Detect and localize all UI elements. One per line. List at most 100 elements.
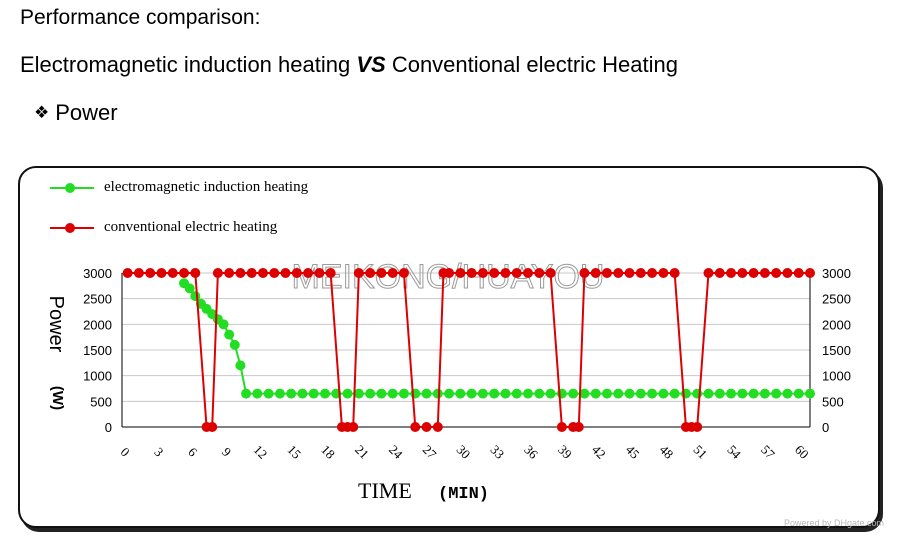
diamond-bullet-icon: ❖ — [34, 103, 50, 122]
legend-marker — [65, 223, 75, 233]
y-axis-title: Power — [45, 296, 67, 353]
y-tick-label-right: 2500 — [822, 292, 851, 307]
data-point-conventional-electric-heating — [145, 268, 156, 278]
data-point-conventional-electric-heating — [156, 268, 167, 278]
data-point-electromagnetic-induction-heating — [229, 339, 240, 350]
x-tick-label: 51 — [690, 442, 710, 462]
data-point-conventional-electric-heating — [489, 268, 500, 278]
data-point-conventional-electric-heating — [387, 268, 398, 278]
data-point-conventional-electric-heating — [365, 268, 376, 278]
subtitle-vs: VS — [356, 52, 386, 77]
x-tick-label: 24 — [386, 442, 406, 462]
data-point-electromagnetic-induction-heating — [274, 388, 285, 399]
data-point-electromagnetic-induction-heating — [444, 388, 455, 399]
x-tick-label: 27 — [420, 442, 440, 462]
data-point-conventional-electric-heating — [257, 268, 268, 278]
x-tick-label: 30 — [454, 442, 474, 462]
data-point-electromagnetic-induction-heating — [613, 388, 624, 399]
data-point-conventional-electric-heating — [167, 268, 178, 278]
y-tick-label-left: 1500 — [83, 343, 112, 358]
data-point-conventional-electric-heating — [534, 268, 545, 278]
data-point-electromagnetic-induction-heating — [432, 388, 443, 399]
page-title: Performance comparison: — [20, 6, 261, 29]
data-point-electromagnetic-induction-heating — [466, 388, 477, 399]
data-point-electromagnetic-induction-heating — [235, 360, 246, 371]
data-point-conventional-electric-heating — [647, 268, 658, 278]
data-point-electromagnetic-induction-heating — [624, 388, 635, 399]
data-point-conventional-electric-heating — [455, 268, 466, 278]
x-tick-label: 60 — [792, 442, 812, 462]
x-tick-label: 54 — [724, 442, 744, 462]
data-point-conventional-electric-heating — [303, 268, 314, 278]
data-point-electromagnetic-induction-heating — [771, 388, 782, 399]
y-tick-label-right: 1500 — [822, 343, 851, 358]
data-point-conventional-electric-heating — [291, 268, 302, 278]
x-tick-label: 57 — [758, 442, 778, 462]
data-point-conventional-electric-heating — [579, 268, 590, 278]
data-point-conventional-electric-heating — [432, 422, 443, 432]
comparison-subtitle: Electromagnetic induction heating VS Con… — [20, 52, 678, 78]
data-point-conventional-electric-heating — [444, 268, 455, 278]
data-point-conventional-electric-heating — [348, 422, 359, 432]
data-point-electromagnetic-induction-heating — [241, 388, 252, 399]
data-point-electromagnetic-induction-heating — [342, 388, 353, 399]
y-tick-label-left: 2500 — [83, 292, 112, 307]
x-tick-label: 45 — [623, 442, 643, 462]
data-point-electromagnetic-induction-heating — [782, 388, 793, 399]
series-line-electromagnetic-induction-heating — [183, 282, 810, 395]
data-point-electromagnetic-induction-heating — [500, 388, 511, 399]
data-point-electromagnetic-induction-heating — [511, 388, 522, 399]
legend-label: conventional electric heating — [104, 219, 278, 235]
section-label: ❖ Power — [34, 100, 118, 126]
subtitle-left: Electromagnetic induction heating — [20, 52, 351, 77]
data-point-conventional-electric-heating — [624, 268, 635, 278]
section-label-text: Power — [55, 100, 118, 125]
data-point-electromagnetic-induction-heating — [635, 388, 646, 399]
y-tick-label-right: 1000 — [822, 369, 851, 384]
data-point-electromagnetic-induction-heating — [601, 388, 612, 399]
data-point-conventional-electric-heating — [376, 268, 387, 278]
subtitle-right: Conventional electric Heating — [391, 52, 678, 77]
y-tick-label-right: 500 — [822, 394, 844, 409]
data-point-conventional-electric-heating — [590, 268, 601, 278]
x-tick-label: 6 — [185, 444, 201, 460]
x-axis-unit: (MIN) — [438, 485, 489, 504]
x-tick-label: 33 — [487, 442, 507, 462]
data-point-electromagnetic-induction-heating — [759, 388, 770, 399]
data-point-conventional-electric-heating — [771, 268, 782, 278]
data-point-electromagnetic-induction-heating — [398, 388, 409, 399]
y-tick-label-left: 1000 — [83, 369, 112, 384]
data-point-electromagnetic-induction-heating — [421, 388, 432, 399]
data-point-electromagnetic-induction-heating — [703, 388, 714, 399]
y-tick-label-left: 3000 — [83, 266, 112, 281]
data-point-conventional-electric-heating — [235, 268, 246, 278]
y-tick-label-right: 2000 — [822, 317, 851, 332]
data-point-conventional-electric-heating — [714, 268, 725, 278]
data-point-electromagnetic-induction-heating — [353, 388, 364, 399]
data-point-conventional-electric-heating — [314, 268, 325, 278]
data-point-conventional-electric-heating — [190, 268, 201, 278]
x-axis-title: TIME — [358, 478, 412, 503]
data-point-conventional-electric-heating — [523, 268, 534, 278]
data-point-electromagnetic-induction-heating — [579, 388, 590, 399]
x-tick-label: 48 — [657, 442, 677, 462]
data-point-conventional-electric-heating — [759, 268, 770, 278]
x-tick-label: 42 — [589, 442, 609, 462]
data-point-electromagnetic-induction-heating — [523, 388, 534, 399]
data-point-conventional-electric-heating — [805, 268, 815, 278]
data-point-conventional-electric-heating — [477, 268, 488, 278]
chart-frame — [18, 166, 880, 528]
data-point-electromagnetic-induction-heating — [726, 388, 737, 399]
data-point-electromagnetic-induction-heating — [568, 388, 579, 399]
data-point-conventional-electric-heating — [246, 268, 257, 278]
legend-label: electromagnetic induction heating — [104, 179, 309, 195]
x-tick-label: 18 — [318, 442, 338, 462]
data-point-conventional-electric-heating — [122, 268, 133, 278]
data-point-conventional-electric-heating — [421, 422, 432, 432]
x-tick-label: 36 — [521, 442, 541, 462]
x-tick-label: 21 — [352, 442, 372, 462]
data-point-conventional-electric-heating — [613, 268, 624, 278]
data-point-conventional-electric-heating — [269, 268, 280, 278]
data-point-electromagnetic-induction-heating — [286, 388, 297, 399]
data-point-electromagnetic-induction-heating — [308, 388, 319, 399]
